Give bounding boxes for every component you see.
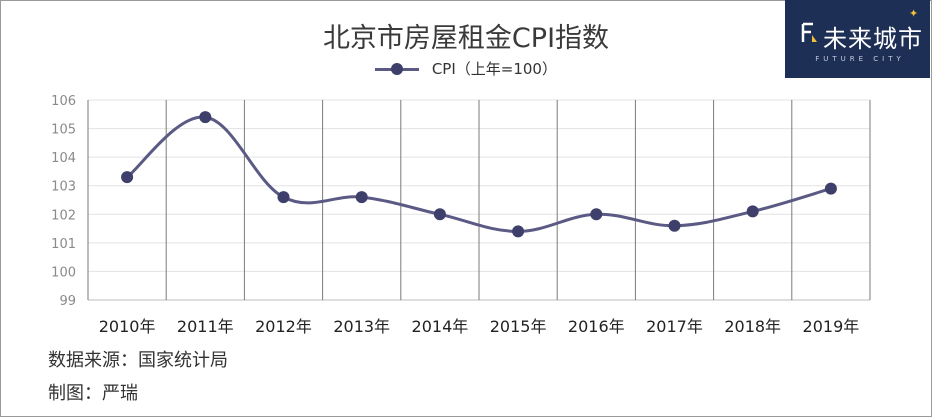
data-point	[590, 208, 603, 221]
logo-sub: FUTURE CITY	[815, 55, 905, 63]
legend-swatch	[375, 62, 420, 75]
y-tick-label: 101	[51, 237, 76, 252]
data-point	[199, 111, 212, 124]
data-point	[121, 171, 134, 184]
x-tick-label: 2013年	[333, 317, 390, 336]
author-note: 制图：严瑞	[48, 383, 138, 404]
x-tick-label: 2016年	[568, 317, 625, 336]
legend: CPI（上年=100）	[0, 58, 932, 79]
x-tick-label: 2010年	[99, 317, 156, 336]
series-line	[126, 115, 832, 233]
x-tick-label: 2015年	[490, 317, 547, 336]
y-tick-label: 102	[51, 208, 76, 223]
logo-name: 未来城市	[823, 25, 923, 53]
y-tick-label: 104	[51, 151, 76, 166]
source-note: 数据来源：国家统计局	[48, 350, 228, 371]
data-point	[668, 219, 681, 232]
y-tick-label: 100	[51, 265, 76, 280]
y-tick-label: 99	[59, 294, 76, 309]
y-tick-label: 105	[51, 123, 76, 138]
y-tick-label: 106	[51, 94, 76, 109]
x-tick-label: 2018年	[724, 317, 781, 336]
x-tick-label: 2014年	[412, 317, 469, 336]
x-tick-label: 2011年	[177, 317, 234, 336]
y-tick-label: 103	[51, 180, 76, 195]
x-tick-label: 2019年	[803, 317, 860, 336]
future-city-logo: 未来城市 FUTURE CITY ✦	[785, 0, 930, 78]
x-tick-label: 2012年	[255, 317, 312, 336]
x-tick-label: 2017年	[646, 317, 703, 336]
data-point	[512, 225, 525, 238]
chart-title: 北京市房屋租金CPI指数	[322, 23, 610, 54]
data-point	[355, 191, 368, 204]
data-point	[433, 208, 446, 221]
logo-mark-icon	[801, 22, 817, 42]
legend-label: CPI（上年=100）	[431, 60, 557, 78]
data-point	[746, 205, 759, 218]
logo-star-icon: ✦	[909, 7, 919, 20]
data-point	[277, 191, 290, 204]
data-point	[824, 182, 837, 195]
